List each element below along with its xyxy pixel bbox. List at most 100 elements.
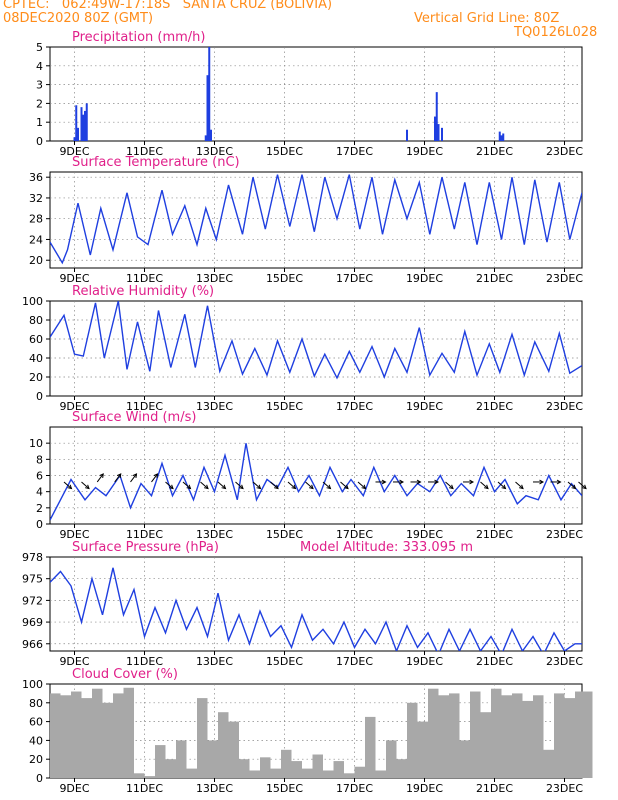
x-tick-label: 13DEC: [196, 655, 233, 668]
y-tick-label: 0: [36, 518, 43, 531]
precip-bar: [82, 114, 85, 141]
x-tick-label: 19DEC: [406, 782, 443, 795]
wind-arrow: [515, 481, 524, 490]
precip-bar: [434, 116, 436, 141]
panel-title: Relative Humidity (%): [72, 284, 214, 299]
x-tick-label: 19DEC: [406, 272, 443, 285]
cloud-bar: [165, 759, 176, 778]
cloud-bar: [459, 740, 470, 778]
x-tick-label: 11DEC: [126, 400, 163, 413]
cloud-bar: [575, 691, 586, 778]
cloud-bar: [81, 698, 92, 778]
cloud-bar: [312, 754, 323, 778]
y-tick-label: 2: [36, 502, 43, 515]
y-tick-label: 60: [29, 716, 43, 729]
series-line: [50, 567, 582, 651]
x-tick-label: 15DEC: [266, 528, 303, 541]
cloud-bar: [249, 770, 260, 778]
x-tick-label: 21DEC: [476, 145, 513, 158]
wind-arrow: [445, 481, 454, 490]
panel-frame: [49, 46, 583, 142]
y-tick-label: 20: [29, 371, 43, 384]
cloud-bar: [582, 691, 593, 778]
wind-arrow: [252, 481, 262, 490]
y-tick-label: 24: [29, 233, 43, 246]
cloud-bar: [134, 773, 145, 778]
wind-arrow: [305, 481, 314, 490]
wind-arrow: [96, 473, 104, 483]
y-tick-label: 60: [29, 333, 43, 346]
y-tick-label: 100: [22, 295, 43, 308]
x-tick-label: 19DEC: [406, 145, 443, 158]
x-tick-label: 23DEC: [546, 782, 583, 795]
y-tick-label: 4: [36, 486, 43, 499]
cloud-bar: [239, 759, 250, 778]
panel-5: 966 969 972 975 978 9DEC 11DEC 13DEC 15DEC 17DEC 1…: [22, 540, 583, 668]
y-tick-label: 6: [36, 470, 43, 483]
grid-note: Vertical Grid Line: 80Z: [414, 11, 560, 26]
precip-bar: [441, 127, 443, 141]
wind-arrow: [81, 481, 90, 490]
y-tick-label: 978: [22, 551, 43, 564]
cloud-bar: [491, 688, 502, 778]
panel-title: Precipitation (mm/h): [72, 30, 205, 45]
panel-title: Cloud Cover (%): [72, 667, 178, 682]
date-header: 08DEC2020 80Z (GMT): [3, 11, 154, 26]
x-tick-label: 13DEC: [196, 145, 233, 158]
y-tick-label: 975: [22, 573, 43, 586]
wind-arrow: [428, 479, 440, 485]
x-tick-label: 13DEC: [196, 528, 233, 541]
panel-frame: [49, 300, 583, 397]
x-tick-label: 11DEC: [126, 655, 163, 668]
panel-annotation: Model Altitude: 333.095 m: [300, 540, 473, 555]
precip-bar: [208, 47, 211, 141]
wind-arrow: [130, 473, 138, 483]
x-tick-label: 21DEC: [476, 655, 513, 668]
panel-frame: [49, 171, 583, 269]
precip-bar: [500, 135, 503, 141]
x-tick-label: 9DEC: [59, 782, 89, 795]
x-tick-label: 13DEC: [196, 400, 233, 413]
wind-arrow: [182, 481, 192, 490]
wind-arrow: [497, 481, 507, 490]
x-tick-label: 19DEC: [406, 528, 443, 541]
y-tick-label: 0: [36, 390, 43, 403]
y-tick-label: 36: [29, 171, 43, 184]
cloud-bar: [375, 770, 386, 778]
wind-arrow: [235, 481, 244, 490]
x-tick-label: 15DEC: [266, 400, 303, 413]
cloud-bar: [291, 761, 302, 778]
x-tick-label: 11DEC: [126, 272, 163, 285]
model-code: TQ0126L028: [514, 25, 598, 40]
panel-4: 0 2 4 6 8 10 9DEC 11DEC 13DEC 15DEC 17DEC 19DEC 21DE…: [29, 410, 587, 541]
cloud-bar: [533, 695, 544, 778]
cloud-bar: [365, 716, 376, 778]
cloud-bar: [417, 721, 428, 778]
panel-3: 0 20 40 60 80 100 9DEC 11DEC 13DEC 15DEC 17DEC 19DE…: [22, 284, 583, 413]
x-tick-label: 11DEC: [126, 528, 163, 541]
precip-bar: [204, 135, 207, 141]
y-tick-label: 5: [36, 41, 43, 54]
panel-title: Surface Wind (m/s): [72, 410, 196, 425]
panel-6: 0 20 40 60 80 100 9DEC 11DEC 13DEC 15DEC 17DEC 19DE…: [22, 667, 593, 795]
cloud-bar: [333, 761, 344, 778]
y-tick-label: 969: [22, 616, 43, 629]
cloud-bar: [60, 695, 71, 778]
y-tick-label: 40: [29, 352, 43, 365]
cloud-bar: [522, 700, 533, 778]
cloud-bar: [354, 766, 365, 778]
series-line: [50, 301, 582, 380]
x-tick-label: 21DEC: [476, 528, 513, 541]
x-tick-label: 11DEC: [126, 145, 163, 158]
y-tick-label: 3: [36, 79, 43, 92]
wind-arrow: [322, 481, 332, 490]
y-tick-label: 80: [29, 314, 43, 327]
cloud-bar: [554, 693, 565, 778]
cloud-bar: [543, 749, 554, 778]
precip-bar: [84, 110, 86, 141]
wind-arrow: [357, 481, 367, 490]
cloud-bar: [113, 693, 124, 778]
y-tick-label: 8: [36, 453, 43, 466]
precip-bar: [77, 127, 79, 141]
